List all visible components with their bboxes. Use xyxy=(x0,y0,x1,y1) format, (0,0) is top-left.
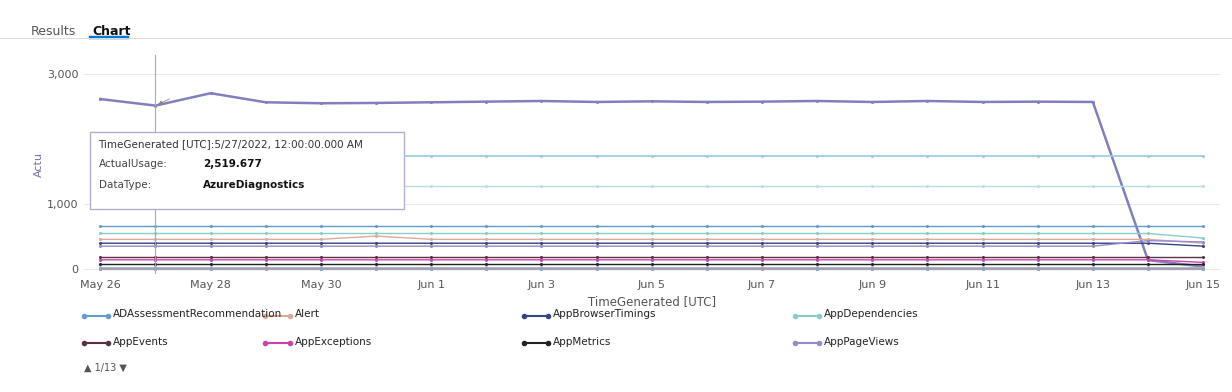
Text: Alert: Alert xyxy=(294,309,319,319)
Text: ActualUsage:: ActualUsage: xyxy=(99,160,168,169)
X-axis label: TimeGenerated [UTC]: TimeGenerated [UTC] xyxy=(588,296,716,309)
Text: ▲ 1/13 ▼: ▲ 1/13 ▼ xyxy=(84,363,127,372)
Text: ADAssessmentRecommendation: ADAssessmentRecommendation xyxy=(113,309,282,319)
Text: AppEvents: AppEvents xyxy=(113,337,169,347)
Text: 2,519.677: 2,519.677 xyxy=(203,160,262,169)
Text: DataType:: DataType: xyxy=(99,180,150,190)
Y-axis label: Actu: Actu xyxy=(34,152,44,177)
Text: AppBrowserTimings: AppBrowserTimings xyxy=(553,309,657,319)
Text: Chart: Chart xyxy=(92,25,131,38)
Text: AzureDiagnostics: AzureDiagnostics xyxy=(203,180,306,190)
Text: AppPageViews: AppPageViews xyxy=(824,337,899,347)
Text: AppMetrics: AppMetrics xyxy=(553,337,611,347)
Text: AppExceptions: AppExceptions xyxy=(294,337,372,347)
Text: TimeGenerated [UTC]:5/27/2022, 12:00:00.000 AM: TimeGenerated [UTC]:5/27/2022, 12:00:00.… xyxy=(99,139,363,149)
Text: AppDependencies: AppDependencies xyxy=(824,309,919,319)
Text: Results: Results xyxy=(31,25,76,38)
